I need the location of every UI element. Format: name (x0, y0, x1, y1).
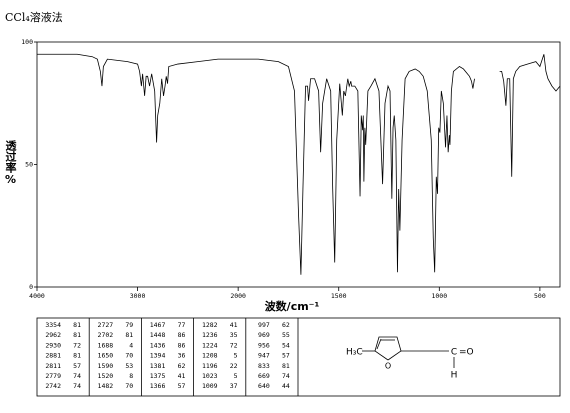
x-tick-label: 1500 (331, 292, 347, 300)
peak-wavenumber: 997 (258, 321, 270, 329)
peak-transmittance: 70 (125, 382, 133, 390)
peak-wavenumber: 1023 (202, 372, 218, 380)
peak-transmittance: 57 (282, 352, 290, 360)
peak-wavenumber: 640 (258, 382, 270, 390)
peak-transmittance: 57 (178, 382, 186, 390)
plot-frame (36, 41, 561, 288)
y-axis-label: 透过率% (4, 140, 17, 186)
peak-wavenumber: 956 (258, 341, 270, 349)
peak-wavenumber: 1394 (150, 352, 166, 360)
peak-wavenumber: 2702 (98, 331, 114, 339)
peak-transmittance: 57 (73, 362, 81, 370)
peak-transmittance: 37 (230, 382, 238, 390)
peak-wavenumber: 969 (258, 331, 270, 339)
peak-wavenumber: 1196 (202, 362, 218, 370)
peak-wavenumber: 669 (258, 372, 270, 380)
structure-label: C (451, 348, 457, 358)
peak-transmittance: 41 (230, 321, 238, 329)
peak-transmittance: 72 (73, 341, 81, 349)
peak-transmittance: 79 (125, 321, 133, 329)
peak-wavenumber: 1009 (202, 382, 218, 390)
peak-transmittance: 53 (125, 362, 133, 370)
structure: H₃C O C =O H (346, 336, 474, 381)
peak-wavenumber: 2779 (45, 372, 61, 380)
peak-transmittance: 81 (73, 352, 81, 360)
peak-wavenumber: 1688 (98, 341, 114, 349)
structure-label: =O (459, 348, 474, 358)
peak-transmittance: 22 (230, 362, 238, 370)
peak-transmittance: 77 (178, 321, 186, 329)
y-tick-label: 0 (29, 283, 33, 291)
peak-wavenumber: 2727 (98, 321, 114, 329)
peak-transmittance: 72 (230, 341, 238, 349)
peak-transmittance: 5 (234, 352, 238, 360)
peak-wavenumber: 1208 (202, 352, 218, 360)
peak-transmittance: 54 (282, 341, 290, 349)
peak-wavenumber: 833 (258, 362, 270, 370)
y-tick-label: 100 (21, 38, 33, 46)
peak-wavenumber: 1236 (202, 331, 218, 339)
peak-wavenumber: 1520 (98, 372, 114, 380)
peak-wavenumber: 1375 (150, 372, 166, 380)
peak-transmittance: 81 (73, 331, 81, 339)
peak-wavenumber: 2930 (45, 341, 61, 349)
structure-label: H₃C (346, 348, 363, 358)
peak-wavenumber: 3354 (45, 321, 61, 329)
structure-label: H (451, 371, 458, 381)
peak-wavenumber: 2811 (45, 362, 61, 370)
peak-wavenumber: 1381 (150, 362, 166, 370)
peak-transmittance: 74 (73, 382, 81, 390)
x-tick-label: 2000 (230, 292, 246, 300)
peak-transmittance: 36 (178, 352, 186, 360)
peak-transmittance: 86 (178, 331, 186, 339)
spectrum-line (37, 53, 561, 275)
peak-transmittance: 35 (230, 331, 238, 339)
x-tick-label: 3000 (130, 292, 146, 300)
x-tick-label: 1000 (431, 292, 447, 300)
peak-wavenumber: 1482 (98, 382, 114, 390)
peak-transmittance: 74 (73, 372, 81, 380)
peak-wavenumber: 1224 (202, 341, 218, 349)
peak-wavenumber: 1436 (150, 341, 166, 349)
peak-wavenumber: 2742 (45, 382, 61, 390)
x-axis-label: 波数/cm⁻¹ (265, 299, 320, 313)
peak-wavenumber: 1448 (150, 331, 166, 339)
x-tick-label: 500 (534, 292, 546, 300)
peak-wavenumber: 2962 (45, 331, 61, 339)
y-tick-label: 50 (25, 161, 33, 169)
peak-wavenumber: 1467 (150, 321, 166, 329)
ring-double-bond (376, 338, 382, 350)
peak-wavenumber: 1650 (98, 352, 114, 360)
peak-wavenumber: 1366 (150, 382, 166, 390)
peak-wavenumber: 1282 (202, 321, 218, 329)
peak-transmittance: 70 (125, 352, 133, 360)
peak-transmittance: 4 (129, 341, 133, 349)
peak-transmittance: 74 (282, 372, 290, 380)
peak-transmittance: 5 (234, 372, 238, 380)
ring (374, 336, 402, 361)
peak-transmittance: 81 (282, 362, 290, 370)
peak-transmittance: 55 (282, 331, 290, 339)
structure-label: O (385, 362, 391, 371)
peak-transmittance: 62 (178, 362, 186, 370)
x-tick-label: 4000 (29, 292, 45, 300)
peak-table-frame (36, 317, 561, 397)
peak-wavenumber: 947 (258, 352, 270, 360)
peak-wavenumber: 1590 (98, 362, 114, 370)
peak-transmittance: 44 (282, 382, 290, 390)
peak-transmittance: 81 (125, 331, 133, 339)
peak-transmittance: 8 (129, 372, 133, 380)
peak-transmittance: 41 (178, 372, 186, 380)
peak-transmittance: 86 (178, 341, 186, 349)
peak-wavenumber: 2881 (45, 352, 61, 360)
peak-transmittance: 62 (282, 321, 290, 329)
peak-transmittance: 81 (73, 321, 81, 329)
chart-title: CCl₄溶液法 (5, 10, 63, 24)
